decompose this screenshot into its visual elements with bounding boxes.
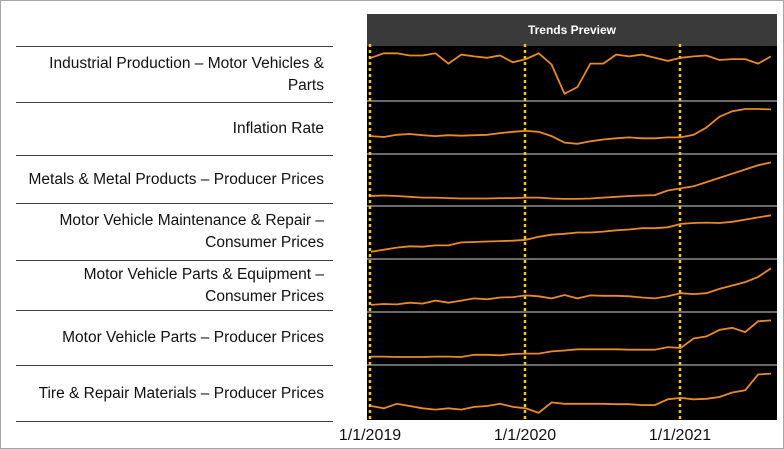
series-line	[370, 161, 772, 200]
series-label: Industrial Production – Motor Vehicles &…	[16, 46, 333, 102]
panel-title: Trends Preview	[367, 14, 777, 46]
sparkline-chart	[367, 44, 777, 420]
series-label: Tire & Repair Materials – Producer Price…	[16, 365, 333, 421]
series-line	[370, 372, 772, 414]
series-label: Inflation Rate	[16, 102, 333, 155]
series-label: Metals & Metal Products – Producer Price…	[16, 155, 333, 203]
x-tick-label: 1/1/2019	[338, 427, 402, 444]
series-label: Motor Vehicle Maintenance & Repair – Con…	[16, 203, 333, 260]
x-tick-label: 1/1/2021	[648, 427, 712, 444]
series-label: Motor Vehicle Parts – Producer Prices	[16, 310, 333, 365]
series-line	[370, 267, 772, 306]
series-line	[370, 108, 772, 145]
series-line	[370, 214, 772, 253]
series-label: Motor Vehicle Parts & Equipment – Consum…	[16, 260, 333, 310]
x-tick-label: 1/1/2020	[493, 427, 557, 444]
label-divider	[16, 421, 333, 422]
series-line	[371, 319, 772, 358]
trends-panel: Trends Preview	[367, 14, 777, 420]
series-line	[370, 52, 772, 96]
